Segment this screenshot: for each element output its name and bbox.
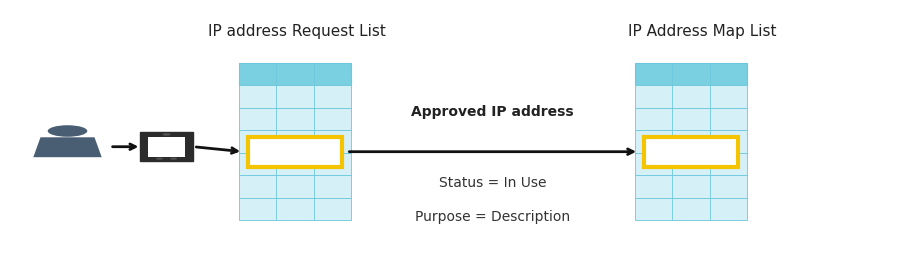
Bar <box>148 137 185 157</box>
Bar <box>644 137 738 167</box>
Bar <box>634 198 747 220</box>
Bar <box>238 63 351 85</box>
Bar <box>634 85 747 108</box>
Circle shape <box>48 125 87 137</box>
Text: Status = In Use: Status = In Use <box>439 176 546 190</box>
Bar <box>634 130 747 153</box>
Bar <box>634 175 747 198</box>
Circle shape <box>156 158 163 160</box>
Bar <box>634 108 747 130</box>
Bar <box>238 108 351 130</box>
Bar <box>634 63 747 85</box>
Text: Approved IP address: Approved IP address <box>411 105 574 119</box>
Bar <box>238 175 351 198</box>
Bar <box>238 130 351 153</box>
Text: IP address Request List: IP address Request List <box>208 24 386 39</box>
Text: IP Address Map List: IP Address Map List <box>628 24 776 39</box>
Bar <box>634 153 747 175</box>
Bar <box>140 132 193 161</box>
Circle shape <box>170 158 177 160</box>
Bar <box>238 153 351 175</box>
Polygon shape <box>33 137 102 157</box>
Bar <box>248 137 342 167</box>
Text: Purpose = Description: Purpose = Description <box>415 210 571 224</box>
Bar <box>238 85 351 108</box>
Bar <box>238 198 351 220</box>
Circle shape <box>162 133 171 136</box>
